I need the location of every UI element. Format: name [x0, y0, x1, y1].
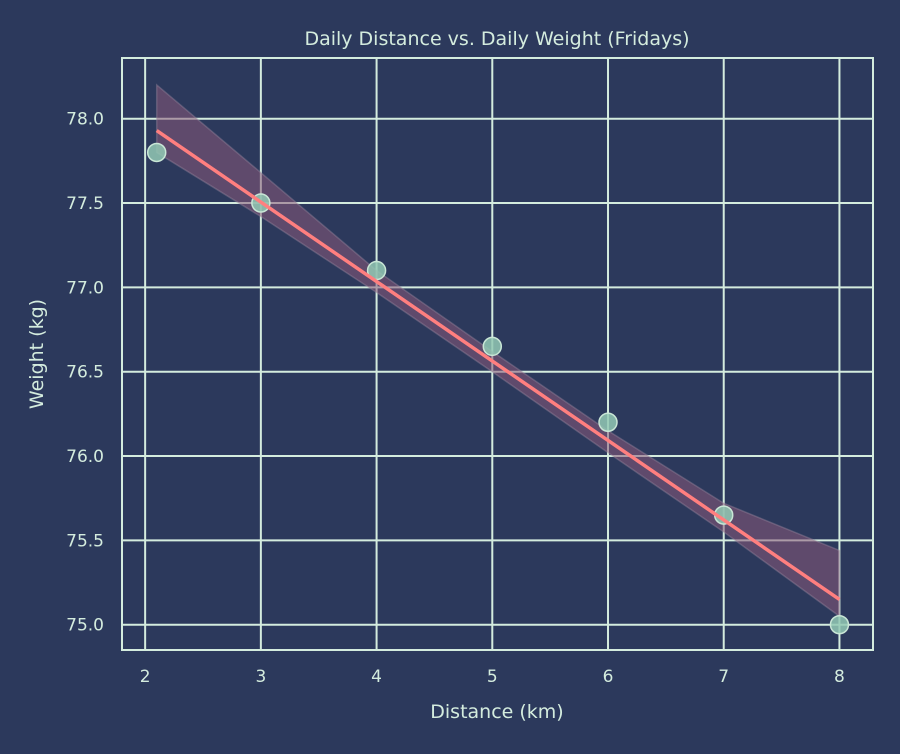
- tick-labels: 2 3 4 5 6 7 8 75.0 75.5 76.0 76.5 77.0 77.5 78.0: [66, 110, 845, 687]
- x-tick-label: 4: [371, 667, 382, 687]
- regression-line: [155, 129, 841, 601]
- plot-frame: [121, 57, 874, 651]
- y-tick-label: 75.0: [66, 616, 104, 636]
- y-tick-label: 75.5: [66, 531, 104, 551]
- data-point: [146, 142, 167, 163]
- chart-title: Daily Distance vs. Daily Weight (Fridays…: [304, 28, 689, 50]
- y-tick-label: 78.0: [66, 110, 104, 130]
- x-tick-label: 2: [140, 667, 151, 687]
- x-tick-label: 7: [718, 667, 729, 687]
- y-axis-label: Weight (kg): [26, 299, 48, 409]
- data-marks: [146, 83, 850, 635]
- grid: [122, 58, 873, 650]
- y-tick-label: 76.0: [66, 447, 104, 467]
- data-point: [598, 412, 618, 433]
- data-point: [829, 614, 850, 635]
- x-axis-label: Distance (km): [430, 701, 563, 723]
- x-tick-label: 8: [834, 667, 845, 687]
- x-tick-label: 6: [603, 667, 614, 687]
- x-tick-label: 5: [487, 667, 498, 687]
- data-point: [482, 336, 503, 357]
- y-tick-label: 77.0: [66, 278, 104, 298]
- y-tick-label: 77.5: [66, 194, 104, 214]
- y-tick-label: 76.5: [66, 363, 104, 383]
- x-tick-label: 3: [255, 667, 266, 687]
